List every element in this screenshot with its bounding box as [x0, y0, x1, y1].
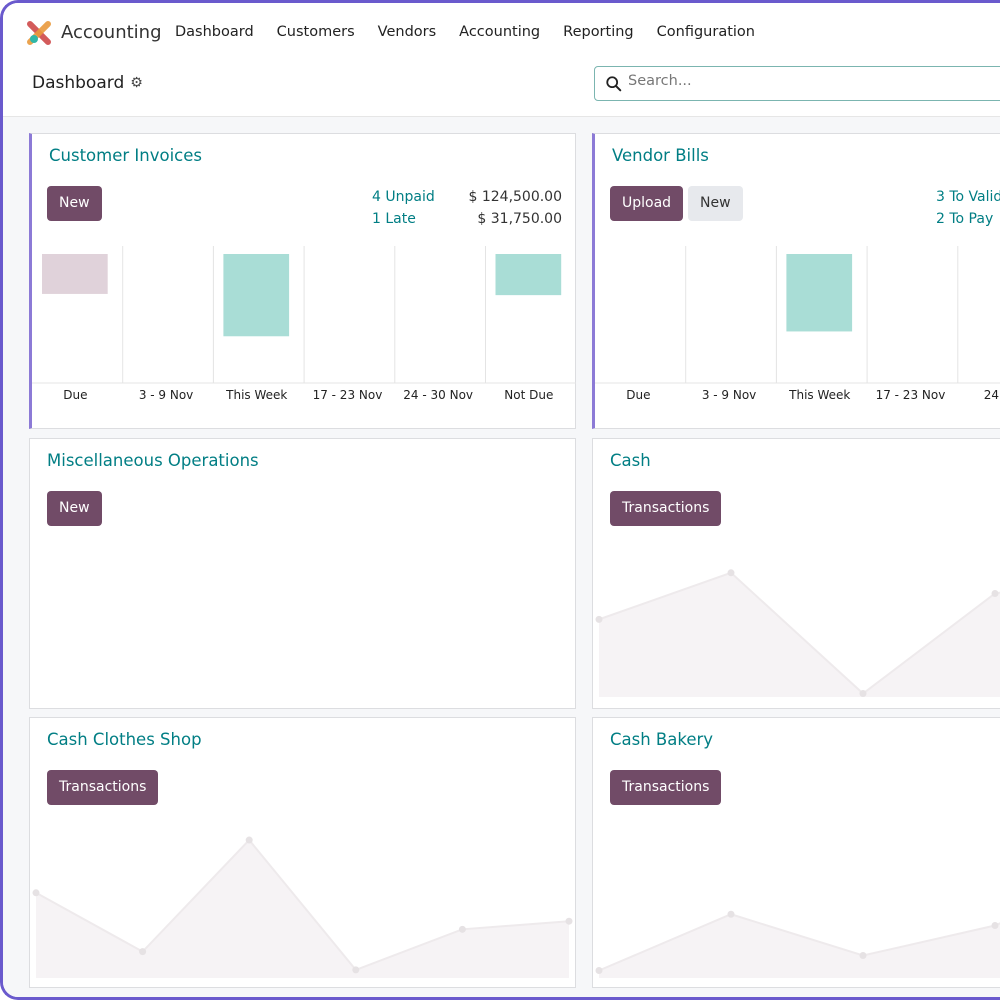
unpaid-amount: $ 124,500.00 — [468, 189, 562, 205]
chart-tick-label: 3 - 9 Nov — [702, 388, 756, 402]
search-icon — [606, 76, 622, 92]
cash-clothes-card: Cash Clothes Shop Transactions — [29, 717, 576, 988]
chart-tick-label: This Week — [225, 388, 287, 402]
chart-tick-label: 24 - 3 — [984, 388, 1000, 402]
chart-point[interactable] — [139, 948, 147, 956]
chart-bar[interactable] — [495, 254, 562, 296]
chart-series-line — [35, 838, 570, 972]
new-invoice-button[interactable]: New — [47, 186, 102, 221]
accounting-app-icon[interactable] — [27, 21, 51, 45]
new-misc-button[interactable]: New — [47, 491, 102, 526]
chart-area-fill — [36, 840, 569, 978]
chart-area-fill — [599, 572, 1000, 697]
menu-customers[interactable]: Customers — [276, 24, 355, 40]
chart-point[interactable] — [595, 615, 603, 623]
chart-point[interactable] — [991, 922, 999, 929]
top-navbar: Accounting Dashboard Customers Vendors A… — [3, 3, 1000, 61]
to-validate-link[interactable]: 3 To Valid — [936, 189, 1000, 205]
chart-bar[interactable] — [223, 254, 290, 337]
menu-dashboard[interactable]: Dashboard — [175, 24, 254, 40]
cash-bakery-card: Cash Bakery Transactions — [592, 717, 1000, 988]
menu-configuration[interactable]: Configuration — [656, 24, 755, 40]
chart-tick-label: 17 - 23 Nov — [313, 388, 383, 402]
chart-tick-label: 3 - 9 Nov — [139, 388, 193, 402]
cash-area-chart[interactable] — [593, 549, 1000, 699]
chart-point[interactable] — [727, 910, 735, 918]
control-panel: Dashboard ⚙ — [3, 61, 1000, 117]
dashboard-content: Customer Invoices New 4 Unpaid $ 124,500… — [3, 117, 1000, 997]
misc-operations-title[interactable]: Miscellaneous Operations — [47, 451, 259, 470]
chart-tick-label: Due — [626, 388, 650, 402]
bakery-area-chart[interactable] — [593, 828, 1000, 983]
clothes-area-chart[interactable] — [30, 828, 575, 983]
chart-point[interactable] — [991, 590, 999, 597]
app-name[interactable]: Accounting — [61, 22, 162, 43]
vendor-bills-card: Vendor Bills Upload New 3 To Valid 2 To … — [592, 133, 1000, 429]
search-box[interactable] — [594, 66, 1000, 101]
chart-bar[interactable] — [786, 254, 853, 332]
misc-operations-card: Miscellaneous Operations New — [29, 438, 576, 709]
chart-point[interactable] — [245, 836, 253, 844]
chart-tick-label: Due — [63, 388, 87, 402]
chart-area-fill — [599, 914, 1000, 978]
chart-point[interactable] — [859, 690, 867, 698]
page-title: Dashboard — [32, 73, 125, 93]
late-link[interactable]: 1 Late — [372, 211, 416, 227]
chart-point[interactable] — [352, 966, 360, 974]
invoices-bar-chart[interactable]: Due 3 - 9 Nov This Week 17 - 23 Nov 24 - 30 … — [32, 246, 576, 416]
upload-bill-button[interactable]: Upload — [610, 186, 684, 221]
chart-tick-label: This Week — [788, 388, 850, 402]
to-pay-link[interactable]: 2 To Pay — [936, 211, 994, 227]
menu-accounting[interactable]: Accounting — [459, 24, 541, 40]
bills-bar-chart[interactable]: Due 3 - 9 Nov This Week 17 - 23 Nov 24 - 3 — [595, 246, 1000, 416]
chart-point[interactable] — [727, 569, 735, 577]
chart-point[interactable] — [595, 967, 603, 974]
search-input[interactable] — [628, 73, 988, 89]
gear-icon[interactable]: ⚙ — [130, 75, 143, 91]
new-bill-button[interactable]: New — [688, 186, 743, 221]
menu-reporting[interactable]: Reporting — [563, 24, 634, 40]
clothes-transactions-button[interactable]: Transactions — [47, 770, 159, 805]
late-amount: $ 31,750.00 — [477, 211, 562, 227]
chart-tick-label: 24 - 30 Nov — [403, 388, 473, 402]
cash-clothes-title[interactable]: Cash Clothes Shop — [47, 730, 202, 749]
unpaid-link[interactable]: 4 Unpaid — [372, 189, 435, 205]
vendor-bills-title[interactable]: Vendor Bills — [612, 146, 709, 165]
chart-point[interactable] — [458, 925, 466, 933]
chart-point[interactable] — [32, 889, 40, 897]
main-menu: Dashboard Customers Vendors Accounting R… — [175, 24, 778, 40]
chart-tick-label: 17 - 23 Nov — [876, 388, 946, 402]
cash-transactions-button[interactable]: Transactions — [610, 491, 722, 526]
menu-vendors[interactable]: Vendors — [377, 24, 437, 40]
cash-card: Cash Transactions — [592, 438, 1000, 709]
breadcrumb: Dashboard ⚙ — [32, 73, 143, 93]
invoice-stats: 4 Unpaid $ 124,500.00 1 Late $ 31,750.00 — [372, 186, 562, 230]
cash-bakery-title[interactable]: Cash Bakery — [610, 730, 714, 749]
chart-bar[interactable] — [42, 254, 108, 294]
chart-tick-label: Not Due — [504, 388, 553, 402]
chart-point[interactable] — [859, 952, 867, 959]
chart-point[interactable] — [565, 917, 573, 925]
customer-invoices-title[interactable]: Customer Invoices — [49, 146, 202, 165]
customer-invoices-card: Customer Invoices New 4 Unpaid $ 124,500… — [29, 133, 576, 429]
bakery-transactions-button[interactable]: Transactions — [610, 770, 722, 805]
bill-stats: 3 To Valid 2 To Pay — [936, 186, 1000, 230]
cash-title[interactable]: Cash — [610, 451, 651, 470]
